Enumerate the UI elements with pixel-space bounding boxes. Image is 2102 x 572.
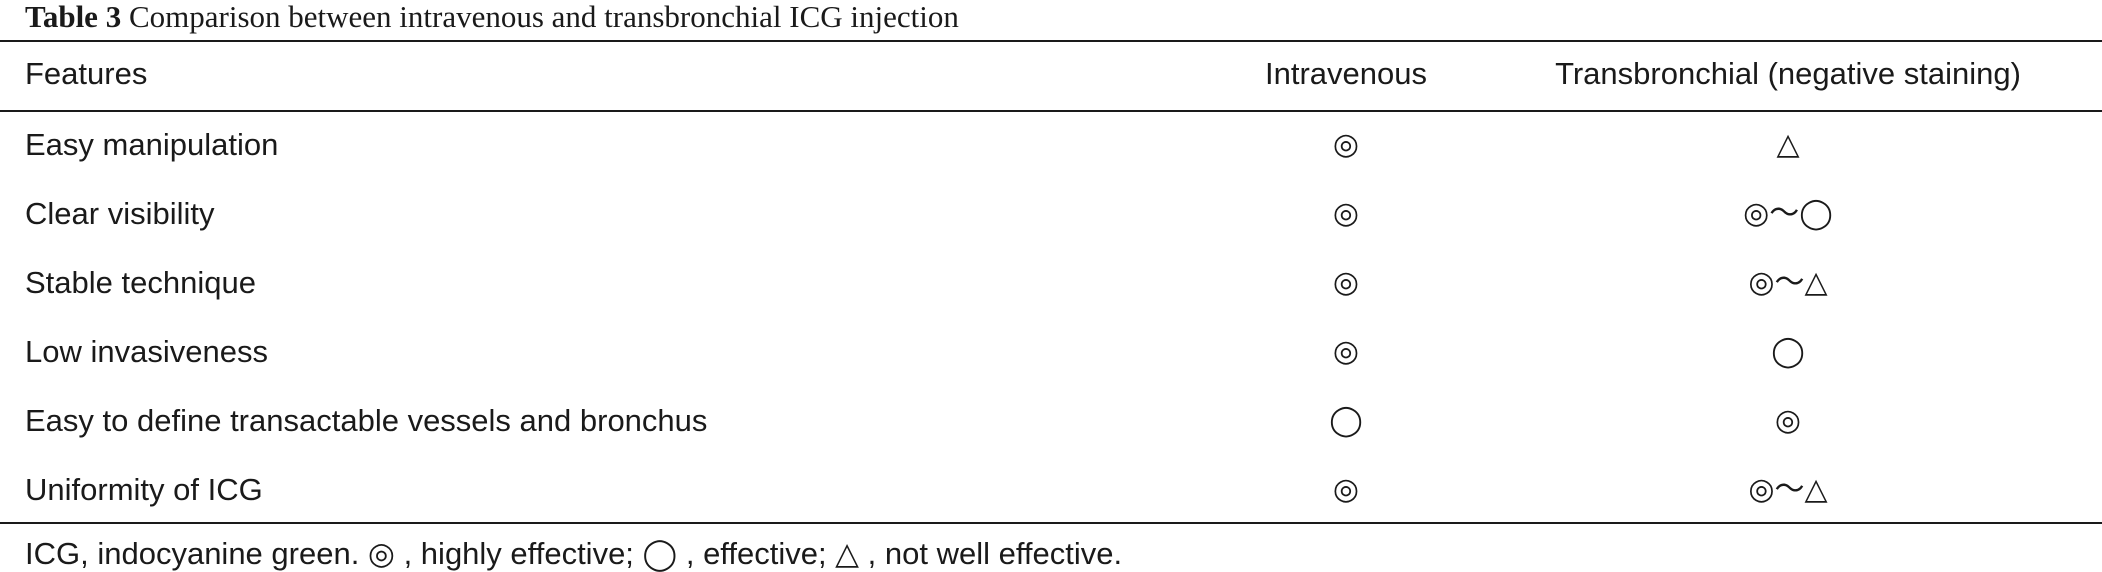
table-caption-label: Table 3	[25, 0, 122, 34]
row-2-feature: Clear visibility	[25, 196, 215, 231]
row-1-intravenous: ◎	[1332, 127, 1360, 162]
row-4-intravenous: ◎	[1332, 334, 1360, 369]
table-caption-text: Comparison between intravenous and trans…	[128, 0, 959, 34]
row-3-transbronchial: ◎～△	[1748, 265, 1828, 300]
row-2-transbronchial: ◎～◯	[1743, 196, 1833, 231]
row-5-intravenous: ◯	[1329, 403, 1363, 438]
row-5-transbronchial: ◎	[1774, 403, 1802, 438]
table-top-rule	[0, 40, 2102, 42]
table-bottom-rule	[0, 522, 2102, 524]
header-features: Features	[25, 56, 148, 91]
table-footnote: ICG, indocyanine green. ◎ , highly effec…	[25, 536, 1123, 571]
row-6-intravenous: ◎	[1332, 472, 1360, 507]
row-4-feature: Low invasiveness	[25, 334, 268, 369]
row-4-transbronchial: ◯	[1771, 334, 1805, 369]
header-intravenous: Intravenous	[1265, 56, 1427, 91]
row-6-feature: Uniformity of ICG	[25, 472, 263, 507]
row-1-feature: Easy manipulation	[25, 127, 279, 162]
header-rule	[0, 110, 2102, 112]
row-5-feature: Easy to define transactable vessels and …	[25, 403, 708, 438]
row-3-intravenous: ◎	[1332, 265, 1360, 300]
row-2-intravenous: ◎	[1332, 196, 1360, 231]
header-transbronchial: Transbronchial (negative staining)	[1555, 56, 2021, 91]
row-6-transbronchial: ◎～△	[1748, 472, 1828, 507]
row-1-transbronchial: △	[1776, 127, 1800, 162]
table-caption: Table 3 Comparison between intravenous a…	[25, 0, 959, 38]
row-3-feature: Stable technique	[25, 265, 256, 300]
